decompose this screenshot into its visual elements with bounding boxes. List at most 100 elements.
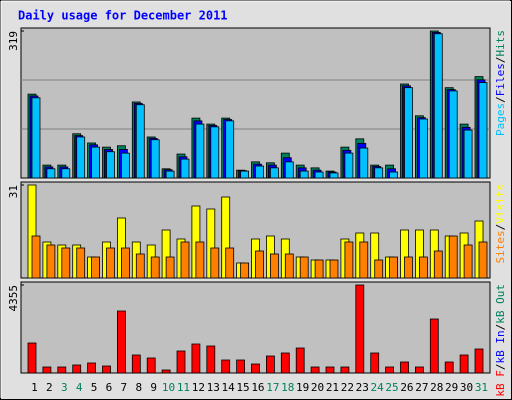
bar xyxy=(46,168,56,179)
bar xyxy=(314,259,324,279)
x-tick-label: 30 xyxy=(460,381,473,394)
bar xyxy=(161,369,171,374)
bar xyxy=(355,284,365,374)
bar xyxy=(325,366,335,374)
bar xyxy=(404,87,413,179)
bar xyxy=(400,361,409,374)
bar xyxy=(240,170,250,179)
bar xyxy=(463,129,473,179)
x-tick-label: 20 xyxy=(311,381,324,394)
bar xyxy=(329,172,339,179)
chart-title: Daily usage for December 2011 xyxy=(18,9,228,23)
bar xyxy=(76,136,86,179)
legend-entry: Visits xyxy=(494,184,507,224)
bar xyxy=(374,167,384,179)
x-tick-label: 8 xyxy=(135,381,142,394)
legend-entry: kB Out xyxy=(494,284,507,324)
bar xyxy=(418,256,428,279)
bar xyxy=(225,247,235,279)
x-tick-label: 3 xyxy=(61,381,68,394)
x-tick-label: 16 xyxy=(251,381,264,394)
bar xyxy=(310,366,320,374)
bar xyxy=(433,33,443,179)
bar xyxy=(57,366,67,374)
bar xyxy=(433,250,443,279)
bar xyxy=(295,347,305,374)
bar xyxy=(106,151,115,179)
bar xyxy=(146,357,156,374)
x-tick-label: 21 xyxy=(326,381,339,394)
bar xyxy=(404,256,413,279)
x-tick-label: 4 xyxy=(76,381,83,394)
x-tick-label: 25 xyxy=(385,381,398,394)
bar xyxy=(180,158,190,179)
x-tick-label: 27 xyxy=(415,381,428,394)
x-tick-label: 13 xyxy=(207,381,220,394)
x-tick-label: 6 xyxy=(106,381,113,394)
y-tick-label: 319 xyxy=(7,31,20,51)
bar xyxy=(191,343,201,374)
legend-entry: Hits xyxy=(494,30,507,57)
legend-separator: / xyxy=(494,96,507,103)
bar xyxy=(255,250,264,279)
x-tick-label: 17 xyxy=(266,381,279,394)
bar xyxy=(61,168,71,179)
bar xyxy=(251,363,260,374)
x-tick-label: 5 xyxy=(91,381,98,394)
bar xyxy=(389,256,399,279)
bar xyxy=(459,354,469,374)
legend: kB F/kB In/kB Out xyxy=(494,284,507,397)
bar xyxy=(150,256,160,279)
bar xyxy=(299,170,309,179)
x-tick-label: 14 xyxy=(222,381,236,394)
bar xyxy=(236,359,246,374)
bar xyxy=(165,170,175,179)
legend-entry: kB F xyxy=(494,370,507,397)
bar xyxy=(269,253,279,279)
bar xyxy=(329,259,339,279)
legend-separator: / xyxy=(494,364,507,371)
bar xyxy=(102,365,111,374)
bar xyxy=(165,256,175,279)
bar xyxy=(448,235,458,279)
bar xyxy=(370,352,380,374)
x-tick-label: 1 xyxy=(31,381,38,394)
x-tick-label: 7 xyxy=(121,381,128,394)
bar xyxy=(106,247,115,279)
bar xyxy=(463,244,473,279)
bar xyxy=(340,366,350,374)
bar xyxy=(444,361,454,374)
bar xyxy=(269,167,279,179)
bar xyxy=(121,247,130,279)
bar xyxy=(314,171,324,179)
legend-entry: Sites xyxy=(494,230,507,263)
panel xyxy=(20,281,491,374)
bar xyxy=(284,253,294,279)
bar xyxy=(225,120,235,179)
y-tick-label: 4355 xyxy=(7,285,20,312)
bar xyxy=(389,171,399,179)
bar xyxy=(150,139,160,179)
bar xyxy=(42,366,52,374)
x-tick-label: 11 xyxy=(177,381,190,394)
bar xyxy=(474,348,484,374)
bar xyxy=(91,256,100,279)
x-tick-label: 26 xyxy=(400,381,413,394)
bar xyxy=(31,235,41,279)
bar xyxy=(374,259,384,279)
legend-separator: / xyxy=(494,57,507,64)
legend-entry: Pages xyxy=(494,103,507,136)
bar xyxy=(117,310,126,374)
x-tick-label: 31 xyxy=(475,381,488,394)
bar xyxy=(131,354,141,374)
bar xyxy=(448,90,458,179)
bar xyxy=(429,318,439,374)
x-tick-label: 19 xyxy=(296,381,309,394)
legend-separator: / xyxy=(494,324,507,331)
bar xyxy=(265,355,275,374)
x-tick-label: 24 xyxy=(371,381,385,394)
bar xyxy=(221,359,231,374)
x-tick-label: 12 xyxy=(192,381,205,394)
bar xyxy=(255,165,264,179)
